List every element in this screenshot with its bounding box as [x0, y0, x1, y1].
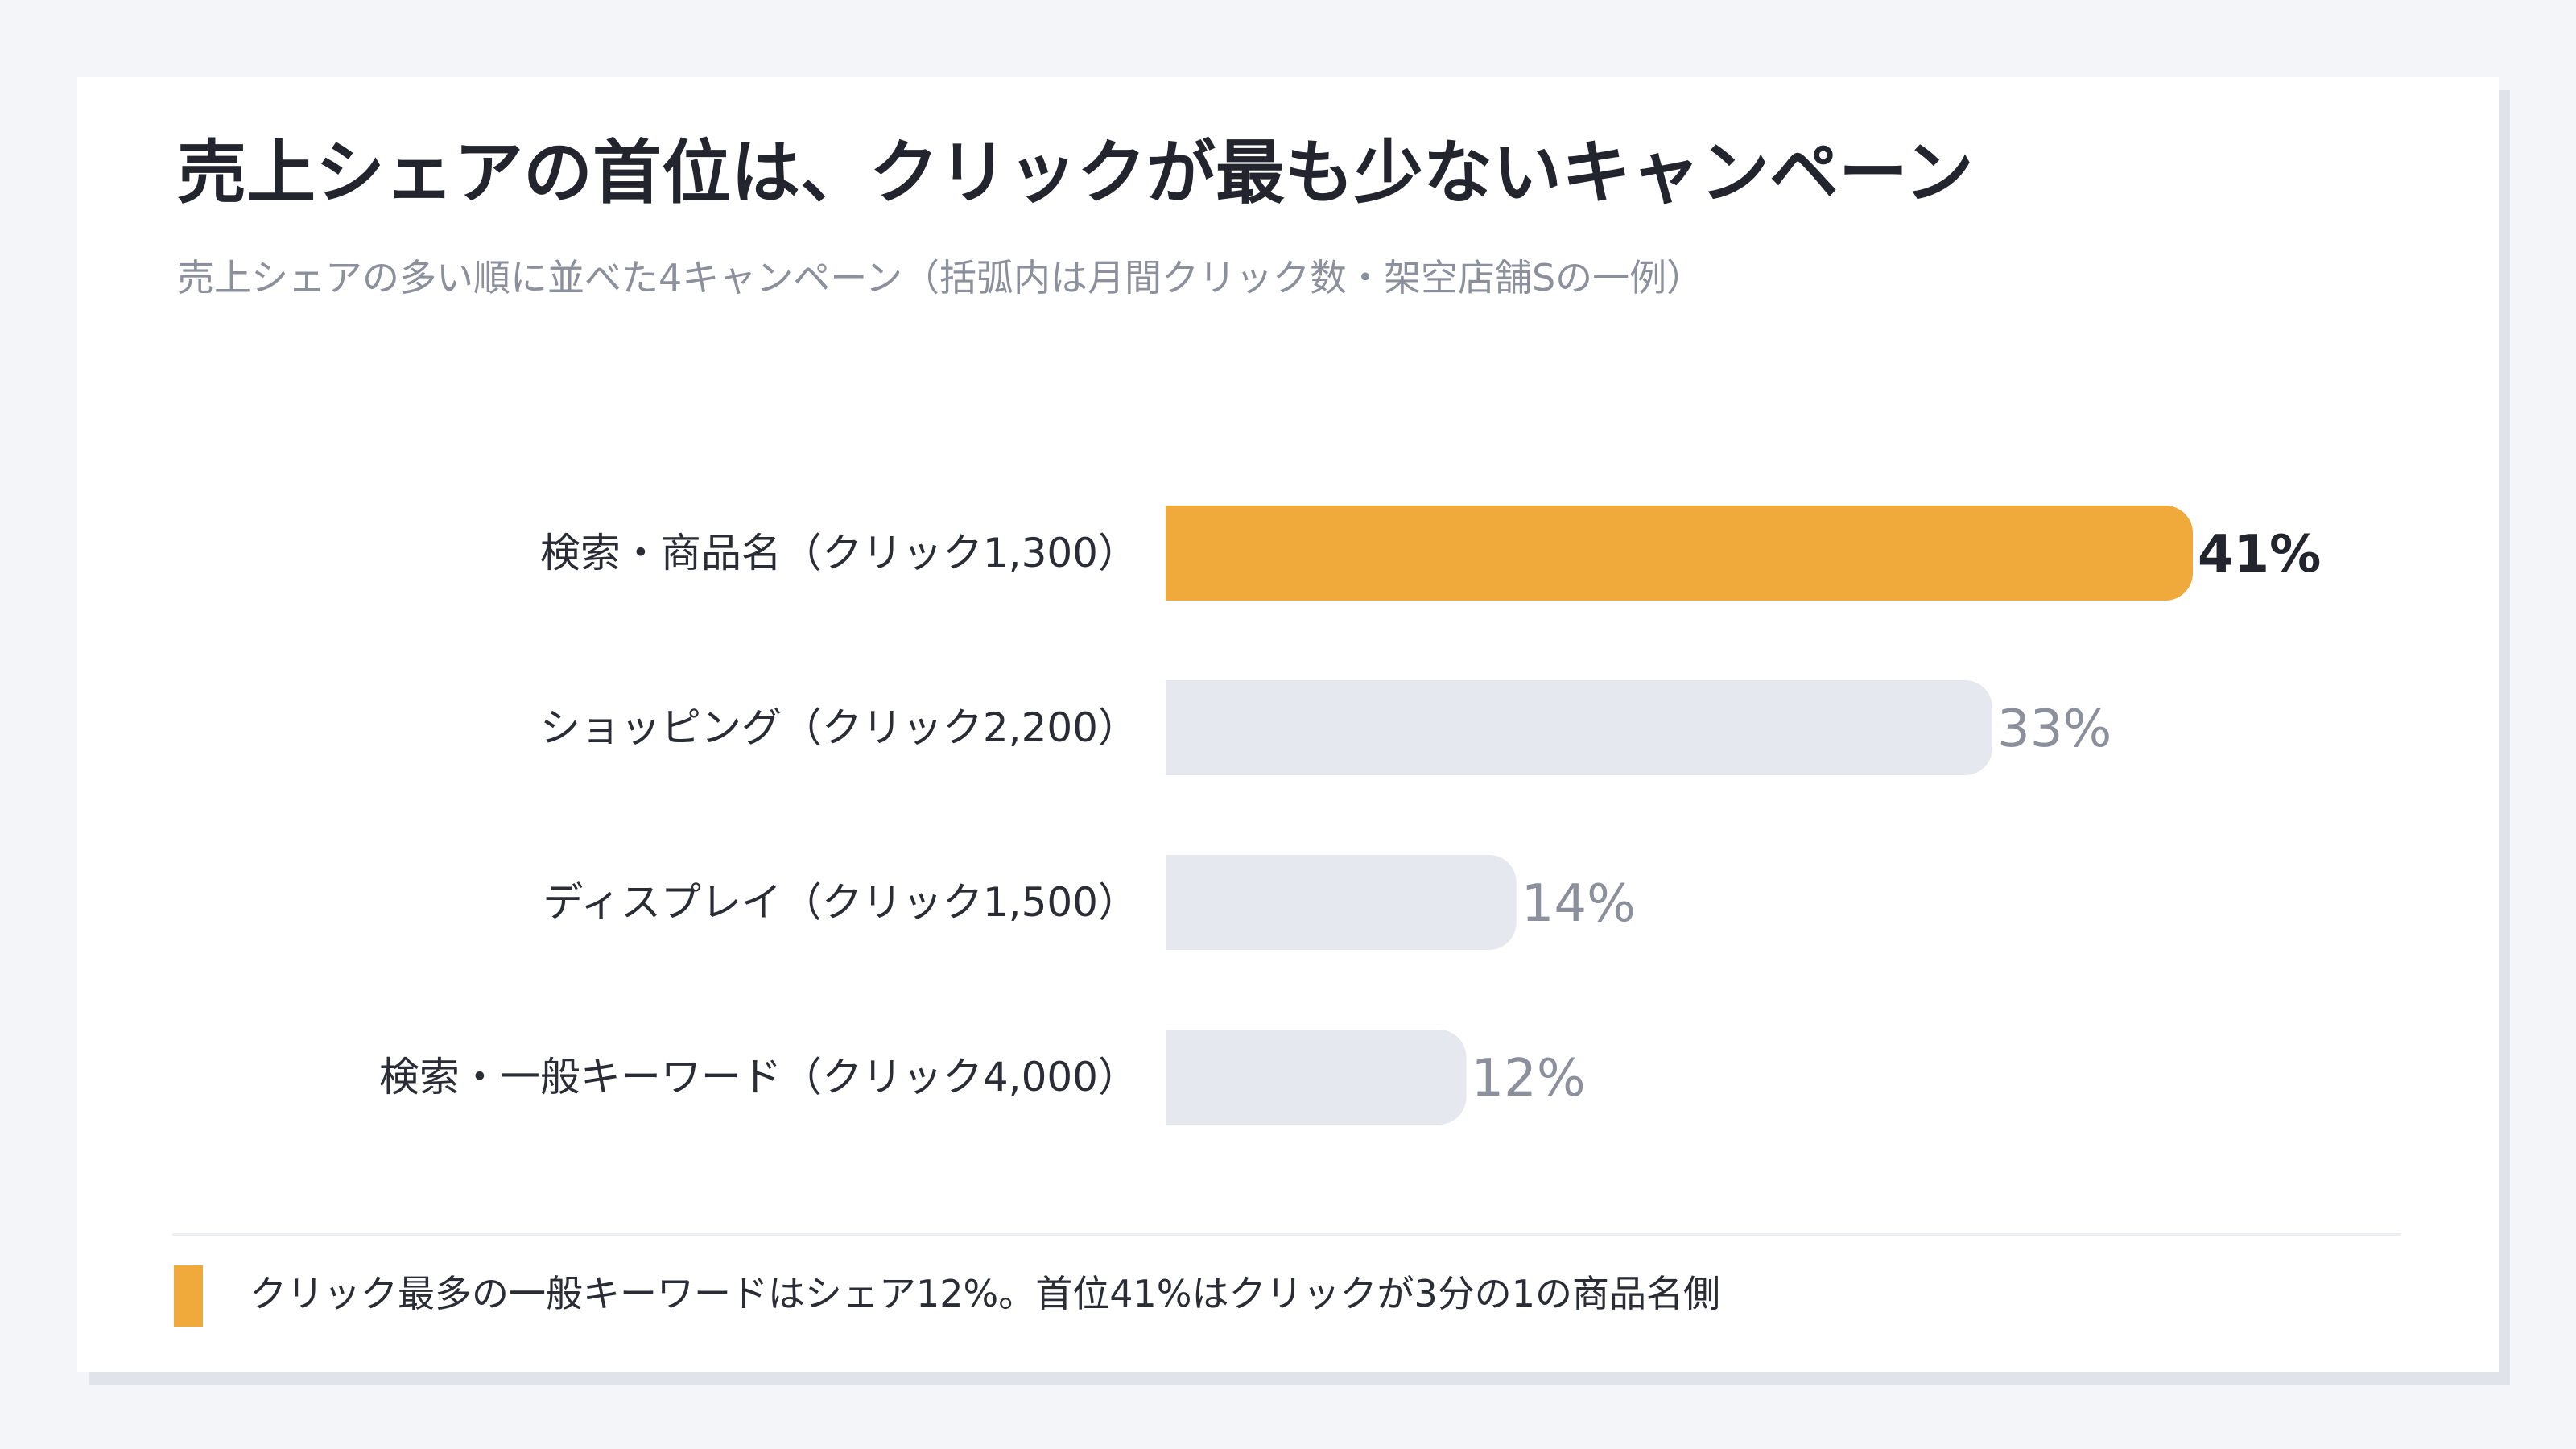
category-label-1: ショッピング（クリック2,200） — [540, 704, 1138, 751]
value-label-2: 14% — [1521, 874, 1636, 934]
chart-title: 売上シェアの首位は、クリックが最も少ないキャンペーン — [177, 133, 1974, 213]
value-label-0: 41% — [2198, 525, 2321, 584]
category-label-2: ディスプレイ（クリック1,500） — [543, 879, 1138, 926]
bar-1 — [1166, 680, 1993, 775]
bar-2 — [1166, 855, 1517, 950]
bar-chart: 検索・商品名（クリック1,300） 41% ショッピング（クリック2,200） 33%… — [379, 506, 2321, 1125]
bar-3 — [1166, 1030, 1467, 1125]
value-label-1: 33% — [1997, 700, 2112, 759]
category-label-0: 検索・商品名（クリック1,300） — [540, 530, 1138, 576]
category-label-3: 検索・一般キーワード（クリック4,000） — [379, 1054, 1138, 1100]
chart-subtitle: 売上シェアの多い順に並べた4キャンペーン（括弧内は月間クリック数・架空店舗Sの一… — [177, 256, 1704, 299]
footer-note: クリック最多の一般キーワードはシェア12%。首位41%はクリックが3分の1の商品… — [250, 1272, 1721, 1315]
bar-0 — [1166, 506, 2193, 601]
chart-card: 売上シェアの首位は、クリックが最も少ないキャンペーン 売上シェアの多い順に並べた… — [77, 77, 2499, 1372]
value-label-3: 12% — [1471, 1049, 1585, 1108]
note-marker — [174, 1265, 203, 1327]
footer-divider — [172, 1233, 2401, 1236]
